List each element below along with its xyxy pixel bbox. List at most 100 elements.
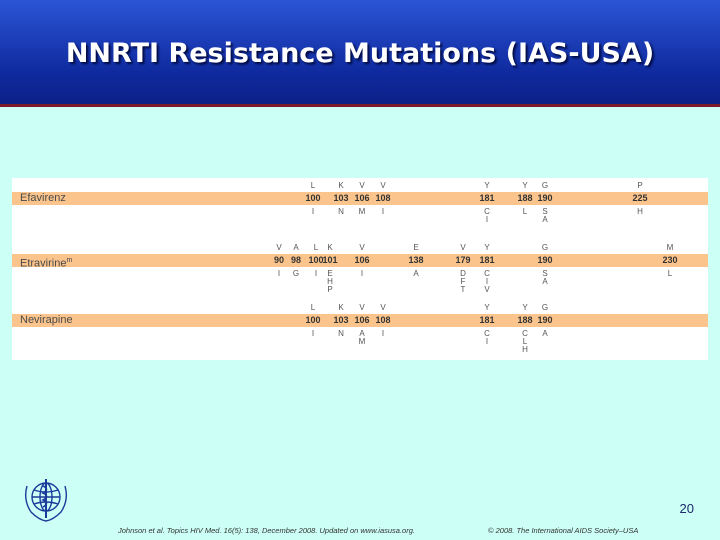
copyright-text: © 2008. The International AIDS Society–U… xyxy=(488,526,639,535)
mutant-aa: I xyxy=(314,269,318,278)
wildtype-aa: Y xyxy=(522,181,528,190)
mutant-aa: H xyxy=(522,345,528,354)
wildtype-aa: G xyxy=(541,303,549,312)
slide-header: NNRTI Resistance Mutations (IAS-USA) xyxy=(0,0,720,107)
wildtype-aa: Y xyxy=(522,303,528,312)
wildtype-aa: V xyxy=(460,243,466,252)
mutation-table: Efavirenz L 100 I K 103 N V 106 M V 108 I Y 181 C I Y 188 L… xyxy=(12,178,708,360)
wildtype-aa: A xyxy=(293,243,299,252)
mutant-aa: S xyxy=(542,269,548,278)
slide-title: NNRTI Resistance Mutations (IAS-USA) xyxy=(65,38,655,69)
mutant-aa: A xyxy=(542,215,548,224)
reference-text: Johnson et al. Topics HIV Med. 16(5): 13… xyxy=(118,526,415,535)
mutant-aa: M xyxy=(358,207,366,216)
mutant-aa: M xyxy=(358,337,366,346)
codon-position: 108 xyxy=(375,193,391,203)
wildtype-aa: Y xyxy=(484,303,490,312)
wildtype-aa: P xyxy=(637,181,643,190)
codon-position: 106 xyxy=(354,315,370,325)
mutant-aa: C xyxy=(484,329,490,338)
codon-position: 230 xyxy=(662,255,678,265)
mutant-aa: F xyxy=(460,277,466,286)
wildtype-aa: M xyxy=(666,243,674,252)
codon-position: 90 xyxy=(273,255,284,265)
drug-row-band xyxy=(12,254,708,267)
mutant-aa: I xyxy=(485,215,489,224)
mutant-aa: D xyxy=(460,269,466,278)
wildtype-aa: V xyxy=(380,303,386,312)
codon-position: 190 xyxy=(537,315,553,325)
mutant-aa: I xyxy=(485,337,489,346)
codon-position: 188 xyxy=(517,193,533,203)
mutant-aa: I xyxy=(381,207,385,216)
wildtype-aa: L xyxy=(313,243,319,252)
wildtype-aa: V xyxy=(359,181,365,190)
codon-position: 100 xyxy=(305,193,321,203)
codon-position: 100 xyxy=(308,255,324,265)
mutant-aa: I xyxy=(311,207,315,216)
codon-position: 225 xyxy=(632,193,648,203)
codon-position: 138 xyxy=(408,255,424,265)
mutant-aa: S xyxy=(542,207,548,216)
codon-position: 108 xyxy=(375,315,391,325)
drug-name: Efavirenz xyxy=(20,192,66,204)
wildtype-aa: V xyxy=(380,181,386,190)
mutant-aa: A xyxy=(359,329,365,338)
drug-name: Etravirinem xyxy=(20,257,73,270)
wildtype-aa: E xyxy=(413,243,419,252)
wildtype-aa: V xyxy=(359,243,365,252)
codon-position: 103 xyxy=(333,315,349,325)
mutant-aa: A xyxy=(542,277,548,286)
codon-position: 181 xyxy=(479,255,495,265)
wildtype-aa: Y xyxy=(484,181,490,190)
mutant-aa: T xyxy=(460,285,466,294)
mutant-aa: P xyxy=(327,285,333,294)
codon-position: 190 xyxy=(537,255,553,265)
codon-position: 100 xyxy=(305,315,321,325)
codon-position: 188 xyxy=(517,315,533,325)
mutant-aa: E xyxy=(327,269,333,278)
mutant-aa: A xyxy=(413,269,419,278)
codon-position: 106 xyxy=(354,193,370,203)
wildtype-aa: K xyxy=(338,181,344,190)
wildtype-aa: K xyxy=(338,303,344,312)
mutant-aa: C xyxy=(484,269,490,278)
drug-row-band xyxy=(12,192,708,205)
mutant-aa: I xyxy=(485,277,489,286)
mutant-aa: I xyxy=(277,269,281,278)
codon-position: 98 xyxy=(290,255,301,265)
codon-position: 181 xyxy=(479,193,495,203)
wildtype-aa: K xyxy=(327,243,333,252)
codon-position: 190 xyxy=(537,193,553,203)
drug-row-band xyxy=(12,314,708,327)
wildtype-aa: L xyxy=(310,181,316,190)
drug-name: Nevirapine xyxy=(20,314,73,326)
mutant-aa: I xyxy=(360,269,364,278)
mutant-aa: L xyxy=(522,337,528,346)
mutant-aa: H xyxy=(327,277,333,286)
wildtype-aa: Y xyxy=(484,243,490,252)
codon-position: 181 xyxy=(479,315,495,325)
wildtype-aa: G xyxy=(541,181,549,190)
codon-position: 179 xyxy=(455,255,471,265)
wildtype-aa: V xyxy=(359,303,365,312)
codon-position: 106 xyxy=(354,255,370,265)
wildtype-aa: G xyxy=(541,243,549,252)
mutant-aa: G xyxy=(292,269,300,278)
mutant-aa: N xyxy=(338,329,344,338)
mutant-aa: A xyxy=(542,329,548,338)
mutant-aa: N xyxy=(338,207,344,216)
mutant-aa: I xyxy=(381,329,385,338)
wildtype-aa: V xyxy=(276,243,282,252)
mutant-aa: H xyxy=(637,207,643,216)
mutant-aa: C xyxy=(484,207,490,216)
mutant-aa: I xyxy=(311,329,315,338)
mutant-aa: C xyxy=(522,329,528,338)
mutant-aa: L xyxy=(522,207,528,216)
slide-number: 20 xyxy=(679,501,694,516)
mutant-aa: L xyxy=(667,269,673,278)
codon-position: 101 xyxy=(322,255,338,265)
mutant-aa: V xyxy=(484,285,490,294)
codon-position: 103 xyxy=(333,193,349,203)
who-emblem-icon xyxy=(24,479,68,522)
